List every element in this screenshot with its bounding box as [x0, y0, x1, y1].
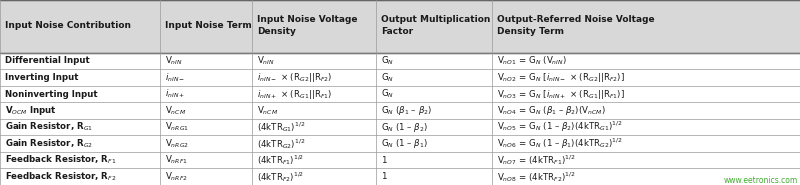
Bar — [0, 0, 160, 53]
Bar — [0, 169, 800, 185]
Text: $i$$_{nIN+}$ × (R$_{G1}$||R$_{F1}$): $i$$_{nIN+}$ × (R$_{G1}$||R$_{F1}$) — [257, 88, 332, 101]
Text: Output-Referred Noise Voltage
Density Term: Output-Referred Noise Voltage Density Te… — [497, 15, 654, 36]
Text: V$_{nO2}$ = G$_{N}$ [$i$$_{nIN-}$ × (R$_{G2}$||R$_{F2}$)]: V$_{nO2}$ = G$_{N}$ [$i$$_{nIN-}$ × (R$_… — [497, 71, 625, 84]
Text: 1: 1 — [381, 172, 386, 181]
Bar — [492, 0, 800, 53]
Bar — [0, 102, 800, 119]
Text: Gain Resistor, R$_{G1}$: Gain Resistor, R$_{G1}$ — [5, 121, 93, 133]
Text: Differential Input: Differential Input — [5, 56, 90, 65]
Bar — [0, 135, 800, 152]
Text: Output Multiplication
Factor: Output Multiplication Factor — [381, 15, 490, 36]
Text: V$_{nCM}$: V$_{nCM}$ — [257, 104, 278, 117]
Text: Feedback Resistor, R$_{F2}$: Feedback Resistor, R$_{F2}$ — [5, 171, 116, 183]
Text: G$_{N}$ (1 – $\beta_2$): G$_{N}$ (1 – $\beta_2$) — [381, 121, 428, 134]
Text: $i$$_{nIN-}$ × (R$_{G2}$||R$_{F2}$): $i$$_{nIN-}$ × (R$_{G2}$||R$_{F2}$) — [257, 71, 332, 84]
Text: Noninverting Input: Noninverting Input — [5, 90, 98, 99]
Text: V$_{nRG1}$: V$_{nRG1}$ — [165, 121, 189, 133]
Bar — [0, 69, 800, 86]
Text: $i$$_{nIN+}$: $i$$_{nIN+}$ — [165, 88, 185, 100]
Text: V$_{nRF1}$: V$_{nRF1}$ — [165, 154, 187, 166]
Text: Input Noise Voltage
Density: Input Noise Voltage Density — [257, 15, 358, 36]
Text: V$_{nO4}$ = G$_{N}$ ($\beta_1$ – $\beta_2$)(V$_{nCM}$): V$_{nO4}$ = G$_{N}$ ($\beta_1$ – $\beta_… — [497, 104, 606, 117]
Text: V$_{nO1}$ = G$_{N}$ (V$_{nIN}$): V$_{nO1}$ = G$_{N}$ (V$_{nIN}$) — [497, 55, 566, 67]
Text: G$_{N}$: G$_{N}$ — [381, 55, 394, 67]
Text: V$_{nO8}$ = (4kTR$_{F2}$)$^{1/2}$: V$_{nO8}$ = (4kTR$_{F2}$)$^{1/2}$ — [497, 170, 575, 184]
Bar — [252, 0, 376, 53]
Text: Input Noise Term: Input Noise Term — [165, 21, 251, 30]
Text: G$_{N}$: G$_{N}$ — [381, 88, 394, 100]
Text: Gain Resistor, R$_{G2}$: Gain Resistor, R$_{G2}$ — [5, 137, 93, 150]
Text: V$_{nRF2}$: V$_{nRF2}$ — [165, 171, 187, 183]
Bar — [0, 53, 800, 69]
Text: V$_{nIN}$: V$_{nIN}$ — [165, 55, 182, 67]
Text: Feedback Resistor, R$_{F1}$: Feedback Resistor, R$_{F1}$ — [5, 154, 116, 166]
Text: V$_{nRG2}$: V$_{nRG2}$ — [165, 137, 189, 150]
Text: (4kTR$_{F2}$)$^{1/2}$: (4kTR$_{F2}$)$^{1/2}$ — [257, 170, 304, 184]
Bar — [0, 152, 800, 169]
Text: V$_{OCM}$ Input: V$_{OCM}$ Input — [5, 104, 57, 117]
Bar — [376, 0, 492, 53]
Text: G$_{N}$ ($\beta_1$ – $\beta_2$): G$_{N}$ ($\beta_1$ – $\beta_2$) — [381, 104, 432, 117]
Text: V$_{nIN}$: V$_{nIN}$ — [257, 55, 274, 67]
Text: Inverting Input: Inverting Input — [5, 73, 78, 82]
Bar — [160, 0, 252, 53]
Text: Input Noise Contribution: Input Noise Contribution — [5, 21, 131, 30]
Text: 1: 1 — [381, 156, 386, 165]
Text: G$_{N}$: G$_{N}$ — [381, 71, 394, 84]
Bar — [0, 119, 800, 135]
Text: V$_{nO3}$ = G$_{N}$ [$i$$_{nIN+}$ × (R$_{G1}$||R$_{F1}$)]: V$_{nO3}$ = G$_{N}$ [$i$$_{nIN+}$ × (R$_… — [497, 88, 625, 101]
Text: www.eetronics.com: www.eetronics.com — [723, 176, 798, 185]
Text: (4kTR$_{G1}$)$^{1/2}$: (4kTR$_{G1}$)$^{1/2}$ — [257, 120, 305, 134]
Text: G$_{N}$ (1 – $\beta_1$): G$_{N}$ (1 – $\beta_1$) — [381, 137, 428, 150]
Text: V$_{nO6}$ = G$_{N}$ (1 – $\beta_1$)(4kTR$_{G2}$)$^{1/2}$: V$_{nO6}$ = G$_{N}$ (1 – $\beta_1$)(4kTR… — [497, 137, 622, 151]
Bar — [0, 86, 800, 102]
Text: (4kTR$_{F1}$)$^{1/2}$: (4kTR$_{F1}$)$^{1/2}$ — [257, 153, 304, 167]
Text: (4kTR$_{G2}$)$^{1/2}$: (4kTR$_{G2}$)$^{1/2}$ — [257, 137, 305, 151]
Text: $i$$_{nIN-}$: $i$$_{nIN-}$ — [165, 71, 185, 84]
Text: V$_{nO7}$ = (4kTR$_{F1}$)$^{1/2}$: V$_{nO7}$ = (4kTR$_{F1}$)$^{1/2}$ — [497, 153, 575, 167]
Text: V$_{nO5}$ = G$_{N}$ (1 – $\beta_2$)(4kTR$_{G1}$)$^{1/2}$: V$_{nO5}$ = G$_{N}$ (1 – $\beta_2$)(4kTR… — [497, 120, 622, 134]
Text: V$_{nCM}$: V$_{nCM}$ — [165, 104, 186, 117]
